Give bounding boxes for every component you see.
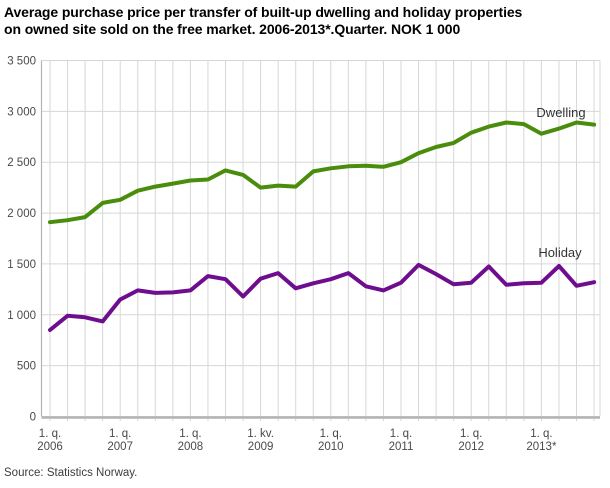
x-tick-label-quarter: 1. q. [179, 428, 201, 440]
y-tick-label: 3 000 [7, 106, 36, 118]
x-tick-label-year: 2007 [107, 441, 133, 453]
y-tick-label: 500 [17, 361, 36, 373]
y-tick-label: 3 500 [7, 56, 36, 68]
dwelling-series-label: Dwelling [536, 105, 585, 120]
holiday-line [48, 262, 597, 332]
x-tick-label-year: 2010 [318, 441, 344, 453]
y-tick-label: 1 500 [7, 259, 36, 271]
x-tick-label-year: 2013* [526, 441, 557, 453]
x-tick-label-year: 2011 [389, 441, 414, 453]
x-tick-label-year: 2009 [248, 441, 274, 453]
y-tick-label: 2 000 [7, 208, 36, 220]
x-tick-label-quarter: 1. q. [530, 428, 552, 440]
holiday-series-label: Holiday [538, 245, 582, 260]
page-title-line2: on owned site sold on the free market. 2… [4, 20, 461, 37]
x-tick-label-quarter: 1. kv. [247, 428, 274, 440]
dwelling-line [48, 120, 597, 225]
x-tick-label-year: 2006 [37, 441, 63, 453]
page-title-line1: Average purchase price per transfer of b… [4, 4, 523, 20]
y-tick-label: 2 500 [7, 157, 36, 169]
x-tick-label-quarter: 1. q. [390, 428, 412, 440]
page-title: Average purchase price per transfer of b… [4, 4, 608, 37]
x-tick-label-quarter: 1. q. [320, 428, 342, 440]
x-tick-label-year: 2008 [178, 441, 204, 453]
x-tick-label-quarter: 1. q. [460, 428, 482, 440]
y-tick-label: 1 000 [7, 310, 36, 322]
x-tick-label-quarter: 1. q. [39, 428, 61, 440]
x-tick-label-quarter: 1. q. [109, 428, 131, 440]
source-note: Source: Statistics Norway. [4, 467, 138, 479]
x-tick-label-year: 2012 [458, 441, 484, 453]
y-tick-label: 0 [30, 412, 36, 424]
